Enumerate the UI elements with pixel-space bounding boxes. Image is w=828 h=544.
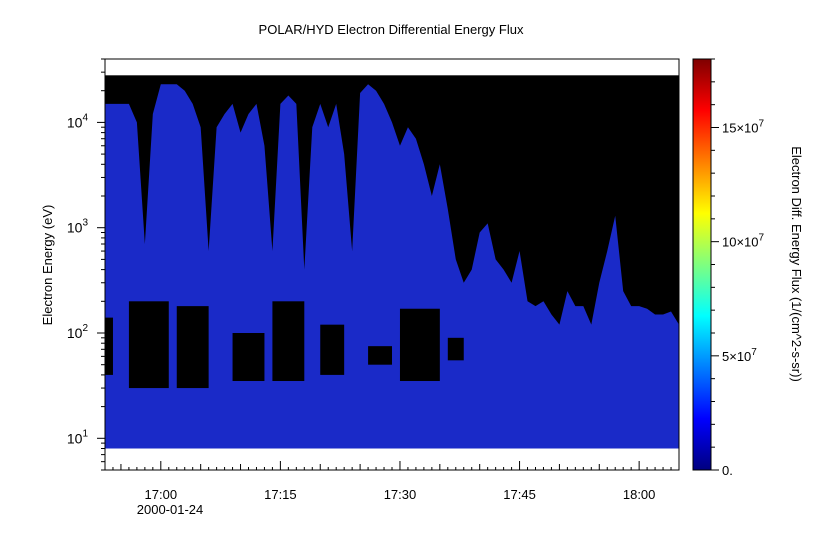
colorbar-tick-label: 15×107 [722, 119, 765, 136]
low-flux-gap [447, 337, 464, 361]
low-flux-gap [232, 333, 265, 382]
low-flux-gap [272, 301, 305, 382]
x-tick-label: 17:15 [264, 487, 297, 502]
colorbar-axis: 0. 5×107 10×107 15×107 [711, 58, 765, 478]
low-flux-gap [105, 317, 113, 375]
low-flux-gap [176, 306, 209, 389]
low-flux-gaps [105, 301, 464, 389]
y-tick-label: 102 [67, 323, 89, 341]
colorbar [692, 58, 712, 471]
chart-title: POLAR/HYD Electron Differential Energy F… [259, 22, 524, 37]
low-flux-gap [399, 308, 440, 382]
colorbar-tick-label: 5×107 [722, 347, 757, 364]
colorbar-tick-label: 10×107 [722, 233, 765, 250]
x-tick-label: 18:00 [623, 487, 656, 502]
colorbar-tick-label: 0. [722, 463, 733, 478]
y-axis: 101 102 103 104 [67, 58, 105, 471]
colorbar-label: Electron Diff. Energy Flux (1/(cm^2-s-sr… [789, 146, 804, 382]
x-date-label: 2000-01-24 [137, 502, 204, 517]
low-flux-gap [320, 324, 345, 375]
x-tick-label: 17:30 [384, 487, 417, 502]
y-tick-label: 103 [67, 218, 89, 236]
y-tick-label: 104 [67, 112, 89, 130]
spectrogram-plot [104, 58, 680, 471]
x-axis: 17:00 17:15 17:30 17:45 18:00 [104, 461, 680, 502]
y-axis-label: Electron Energy (eV) [40, 205, 55, 326]
low-flux-gap [128, 301, 169, 389]
low-flux-gap [368, 346, 392, 365]
x-tick-label: 17:00 [145, 487, 178, 502]
y-tick-label: 101 [67, 428, 89, 446]
x-tick-label: 17:45 [503, 487, 536, 502]
